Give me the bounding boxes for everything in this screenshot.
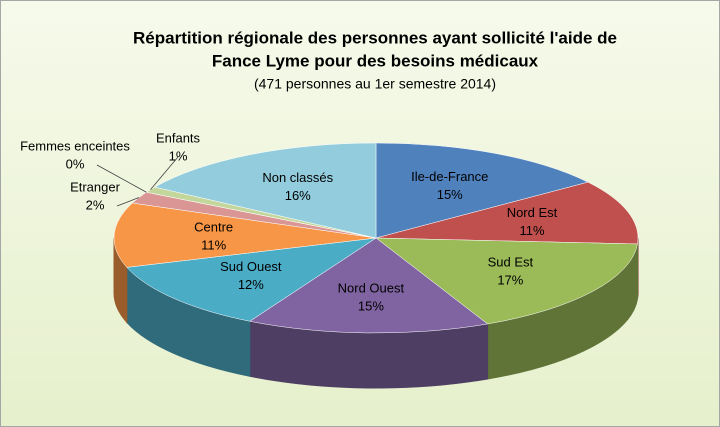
slice-value-label: 16% <box>285 188 311 203</box>
chart-title: Fance Lyme pour des besoins médicaux <box>212 51 539 70</box>
slice-value-label: 11% <box>519 223 544 238</box>
leader-line <box>116 197 140 207</box>
leader-line <box>96 164 147 193</box>
chart-title: Répartition régionale des personnes ayan… <box>133 28 617 47</box>
slice-value-label: 15% <box>437 187 463 202</box>
slice-label: Enfants <box>156 130 201 145</box>
slice <box>249 237 489 334</box>
chart-subtitle: (471 personnes au 1er semestre 2014) <box>254 76 496 92</box>
slice-label: Nord Ouest <box>338 280 405 295</box>
slice-value-label: 15% <box>358 298 384 313</box>
slice-label: Nord Est <box>507 205 558 220</box>
slice-value-label: 1% <box>169 148 188 163</box>
slice-label: Sud Ouest <box>220 259 282 274</box>
leader-line <box>150 156 179 190</box>
slice <box>113 202 377 268</box>
slice <box>126 237 377 322</box>
slice-value-label: 0% <box>66 156 85 171</box>
slice-value-label: 12% <box>238 277 264 292</box>
slice-label: Sud Est <box>488 255 534 270</box>
slice-label: Ile-de-France <box>411 169 488 184</box>
slice-value-label: 17% <box>497 273 523 288</box>
slice-label: Femmes enceintes <box>20 138 130 153</box>
slice-label: Centre <box>194 220 233 235</box>
slice <box>375 142 589 239</box>
slice <box>375 237 638 325</box>
slice <box>154 142 377 239</box>
slice-label: Etranger <box>70 179 121 194</box>
slice-label: Non classés <box>262 170 333 185</box>
slice <box>375 181 639 245</box>
slice-value-label: 2% <box>86 197 105 212</box>
slice-value-label: 11% <box>201 238 226 253</box>
